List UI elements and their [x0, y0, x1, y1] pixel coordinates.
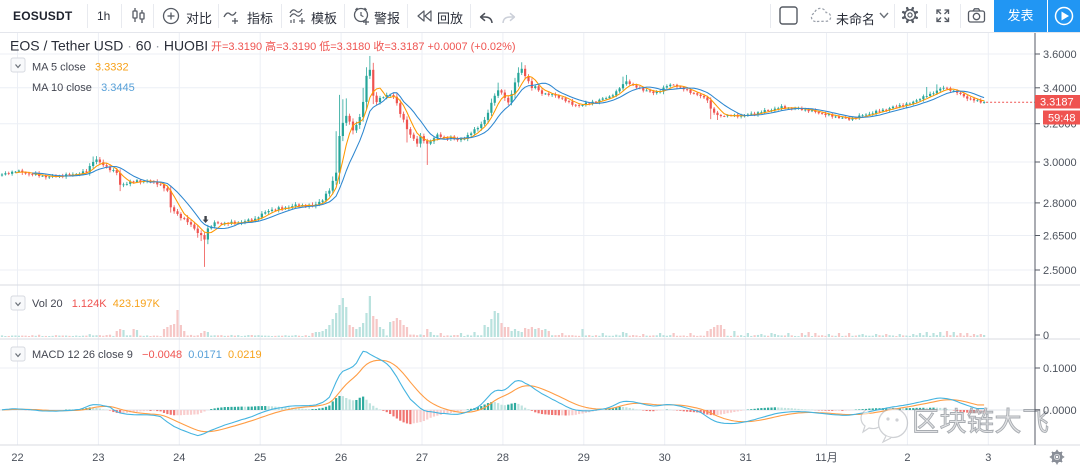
svg-text:3.4000: 3.4000 — [1043, 83, 1077, 95]
svg-text:2.8000: 2.8000 — [1043, 198, 1077, 210]
svg-text:2.6500: 2.6500 — [1043, 230, 1077, 242]
svg-text:2: 2 — [904, 452, 910, 464]
svg-text:23: 23 — [92, 452, 104, 464]
svg-text:24: 24 — [173, 452, 185, 464]
svg-text:Vol 20 1.124K 423.197K: Vol 20 1.124K 423.197K — [32, 298, 160, 310]
svg-text:0.0000: 0.0000 — [1043, 405, 1077, 417]
svg-text:11月: 11月 — [815, 452, 837, 464]
svg-text:27: 27 — [416, 452, 428, 464]
svg-text:3.3187: 3.3187 — [1040, 97, 1074, 109]
svg-text:MA 5 close 3.3332: MA 5 close 3.3332 — [32, 62, 129, 74]
svg-text:22: 22 — [11, 452, 23, 464]
svg-text:开=3.3190 高=3.3190 低=3.3180 收=3: 开=3.3190 高=3.3190 低=3.3180 收=3.3187 +0.0… — [211, 39, 516, 53]
svg-text:区块链大飞: 区块链大飞 — [912, 407, 1050, 437]
svg-text:0.1000: 0.1000 — [1043, 363, 1077, 375]
svg-text:29: 29 — [578, 452, 590, 464]
svg-text:30: 30 — [659, 452, 671, 464]
svg-text:MA 10 close 3.3445: MA 10 close 3.3445 — [32, 82, 135, 94]
svg-text:31: 31 — [739, 452, 751, 464]
svg-text:3.0000: 3.0000 — [1043, 157, 1077, 169]
svg-text:28: 28 — [497, 452, 509, 464]
svg-text:25: 25 — [254, 452, 266, 464]
svg-text:3.6000: 3.6000 — [1043, 49, 1077, 61]
svg-text:MACD 12 26 close 9 −0.0048: MACD 12 26 close 9 −0.0048 0.0171 0.0219 — [32, 349, 262, 361]
svg-text:0: 0 — [1043, 330, 1049, 342]
svg-text:3: 3 — [985, 452, 991, 464]
svg-text:59:48: 59:48 — [1048, 113, 1076, 125]
svg-text:2.5000: 2.5000 — [1043, 265, 1077, 277]
svg-text:EOS / Tether USD · 60 · HUOBI: EOS / Tether USD · 60 · HUOBI — [10, 38, 208, 54]
svg-text:26: 26 — [335, 452, 347, 464]
svg-text:3.2000: 3.2000 — [1043, 119, 1077, 131]
